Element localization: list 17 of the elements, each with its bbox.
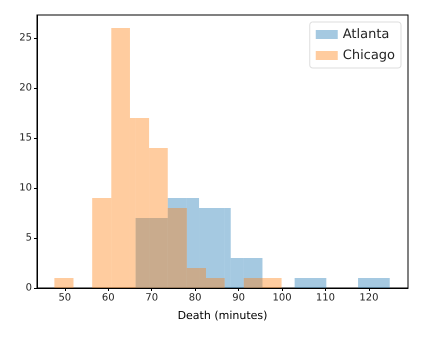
x-tick-label: 60 [102, 292, 115, 304]
legend-label: Atlanta [342, 27, 390, 42]
x-tick-label: 110 [316, 292, 336, 304]
y-tick-label: 25 [19, 32, 32, 44]
x-tick-label: 120 [359, 292, 378, 304]
x-tick-label: 70 [145, 292, 158, 304]
y-tick-label: 10 [19, 182, 32, 194]
y-tick-label: 0 [26, 282, 32, 294]
y-tick-label: 15 [19, 132, 32, 144]
x-tick-label: 80 [188, 292, 202, 304]
y-tick-label: 5 [26, 232, 32, 244]
x-axis-title: Death (minutes) [178, 309, 268, 322]
x-tick-label: 90 [232, 292, 245, 304]
y-tick-label: 20 [19, 82, 32, 94]
x-tick-label: 50 [58, 292, 72, 304]
legend-label: Chicago [342, 48, 396, 63]
x-tick-label: 100 [272, 292, 292, 304]
